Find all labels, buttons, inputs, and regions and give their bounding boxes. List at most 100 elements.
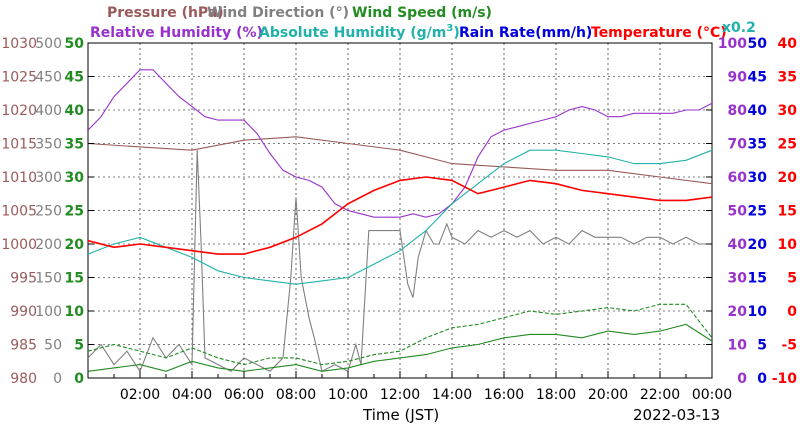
y-tick-temperature: -5: [781, 338, 797, 354]
date-label: 2022-03-13: [633, 406, 720, 424]
legend-relative-humidity: Relative Humidity (%): [90, 25, 263, 41]
y-tick-wind_speed: 0: [74, 371, 84, 387]
y-tick-wind_speed: 5: [74, 338, 84, 354]
y-axes: 1030102510201015101010051000995990985980…: [1, 36, 797, 387]
x-tick-label: 06:00: [224, 387, 264, 403]
y-tick-pressure: 1020: [1, 103, 37, 119]
y-tick-humidity: 0: [737, 371, 747, 387]
x-tick-label: 22:00: [640, 387, 680, 403]
x-axis-label: Time (JST): [362, 406, 439, 424]
y-tick-rain: 5: [757, 338, 767, 354]
legend-wind-direction: Wind Direction (°): [207, 5, 349, 21]
y-tick-humidity: 100: [718, 36, 747, 52]
series-line-1: [87, 150, 712, 373]
y-tick-temperature: 0: [787, 304, 797, 320]
y-tick-pressure: 980: [10, 371, 37, 387]
y-tick-temperature: 35: [778, 70, 797, 86]
y-tick-wind_speed: 15: [65, 271, 84, 287]
x-tick-label: 14:00: [432, 387, 472, 403]
series-line-2: [87, 323, 713, 372]
y-tick-wind_direction: 500: [35, 36, 62, 52]
y-tick-rain: 0: [757, 371, 767, 387]
x-tick-label: 18:00: [536, 387, 576, 403]
y-tick-humidity: 90: [728, 70, 748, 86]
y-tick-wind_speed: 10: [65, 304, 85, 320]
series-line-4: [87, 69, 713, 218]
y-tick-wind_direction: 150: [35, 271, 62, 287]
y-tick-humidity: 80: [728, 103, 748, 119]
y-tick-temperature: 10: [778, 237, 798, 253]
x-axis: 02:00 04:00 06:00 08:00 10:00 12:00 14:00 16:00…: [87, 371, 732, 403]
y-tick-rain: 45: [748, 70, 767, 86]
y-tick-wind_direction: 400: [35, 103, 62, 119]
y-tick-humidity: 10: [728, 338, 748, 354]
y-tick-rain: 20: [748, 237, 768, 253]
y-tick-temperature: 20: [778, 170, 798, 186]
y-tick-temperature: 30: [778, 103, 798, 119]
legend-absolute-humidity-sup: 3: [446, 23, 453, 34]
y-tick-pressure: 1010: [1, 170, 37, 186]
legend-absolute-humidity: Absolute Humidity (g/m3): [259, 23, 460, 41]
series-layer: [87, 69, 713, 373]
y-tick-temperature: -10: [772, 371, 798, 387]
grid: [88, 43, 712, 378]
y-tick-humidity: 70: [728, 137, 748, 153]
y-tick-wind_speed: 35: [65, 137, 84, 153]
series-line-0: [87, 136, 713, 185]
x-tick-label: 20:00: [588, 387, 628, 403]
y-tick-wind_speed: 40: [65, 103, 85, 119]
y-tick-wind_direction: 200: [35, 237, 62, 253]
y-tick-temperature: 15: [778, 204, 797, 220]
y-tick-pressure: 1005: [1, 204, 37, 220]
legend-temperature: Temperature (°C): [591, 25, 727, 41]
y-tick-wind_direction: 350: [35, 137, 62, 153]
x-tick-label: 16:00: [484, 387, 524, 403]
y-tick-wind_speed: 25: [65, 204, 84, 220]
x-tick-label: 08:00: [276, 387, 316, 403]
y-tick-wind_direction: 0: [53, 371, 62, 387]
y-tick-rain: 25: [748, 204, 767, 220]
y-tick-pressure: 995: [10, 271, 37, 287]
legend-absolute-humidity-label: Absolute Humidity (g/m: [259, 25, 446, 41]
series-line-5: [87, 149, 713, 285]
y-tick-wind_speed: 50: [65, 36, 85, 52]
series-line-6: [87, 176, 713, 255]
series-line-3: [87, 303, 713, 366]
y-tick-wind_direction: 50: [44, 338, 62, 354]
y-tick-humidity: 60: [728, 170, 748, 186]
y-tick-humidity: 40: [728, 237, 748, 253]
x-tick-label: 10:00: [328, 387, 368, 403]
y-tick-temperature: 25: [778, 137, 797, 153]
legend-rain-rate: Rain Rate(mm/h): [459, 25, 592, 41]
x-tick-label: 12:00: [380, 387, 420, 403]
y-tick-rain: 15: [748, 271, 767, 287]
x-tick-label: 02:00: [120, 387, 160, 403]
legend-wind-speed: Wind Speed (m/s): [352, 5, 492, 21]
y-tick-pressure: 1015: [1, 137, 37, 153]
y-tick-wind_direction: 450: [35, 70, 62, 86]
legend-pressure: Pressure (hPa): [107, 5, 224, 21]
y-tick-rain: 30: [748, 170, 768, 186]
y-tick-rain: 35: [748, 137, 767, 153]
y-tick-wind_direction: 100: [35, 304, 62, 320]
y-tick-rain: 40: [748, 103, 768, 119]
y-tick-pressure: 1000: [1, 237, 37, 253]
y-tick-wind_speed: 20: [65, 237, 85, 253]
legend-absolute-humidity-tail: ): [453, 25, 459, 41]
x-tick-label: 04:00: [172, 387, 212, 403]
y-tick-pressure: 1025: [1, 70, 37, 86]
y-tick-pressure: 985: [10, 338, 37, 354]
x-tick-label: 00:00: [692, 387, 732, 403]
y-tick-pressure: 1030: [1, 36, 37, 52]
y-tick-wind_direction: 300: [35, 170, 62, 186]
y-tick-rain: 10: [748, 304, 768, 320]
legend-scale-note: x0.2: [722, 20, 756, 36]
y-tick-humidity: 50: [728, 204, 748, 220]
y-tick-humidity: 30: [728, 271, 748, 287]
y-tick-humidity: 20: [728, 304, 748, 320]
y-tick-temperature: 5: [787, 271, 797, 287]
y-tick-wind_speed: 30: [65, 170, 85, 186]
y-tick-rain: 50: [748, 36, 768, 52]
y-tick-wind_direction: 250: [35, 204, 62, 220]
